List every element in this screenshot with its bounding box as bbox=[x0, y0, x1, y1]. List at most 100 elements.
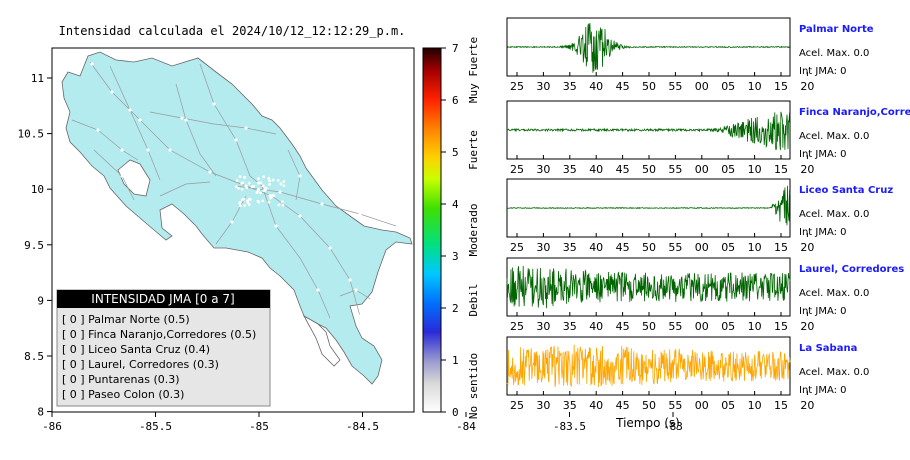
waveform-panel-3: 25 30 35 40 45 50 55 00 05 10 15 20 Liceo Santa Cruz… bbox=[506, 178, 893, 254]
city-marker bbox=[268, 183, 271, 186]
colorbar-tick-label: 0 bbox=[452, 406, 459, 419]
waveform-x-tick-label: 35 bbox=[563, 320, 577, 333]
city-marker bbox=[240, 198, 244, 202]
city-markers bbox=[90, 62, 374, 318]
gulf-inlet-water bbox=[117, 159, 151, 197]
waveform-x-tick-label: 10 bbox=[748, 320, 762, 333]
waveform-x-tick-label: 35 bbox=[563, 80, 577, 93]
city-marker bbox=[247, 181, 251, 185]
city-marker bbox=[234, 138, 238, 142]
waveform-panel-2: 25 30 35 40 45 50 55 00 05 10 15 20 Finca Naranjo,Co… bbox=[506, 100, 910, 176]
city-marker bbox=[258, 181, 261, 185]
city-marker bbox=[277, 203, 281, 207]
waveform-panel-4: 25 30 35 40 45 50 55 00 05 10 15 20 Laurel, Corredor… bbox=[506, 257, 904, 333]
waveform-x-tick-label: 00 bbox=[695, 399, 709, 412]
colorbar-label: No sentido bbox=[467, 353, 480, 419]
city-marker bbox=[281, 203, 285, 207]
city-marker bbox=[276, 178, 280, 182]
city-marker bbox=[257, 187, 260, 191]
station-name: Finca Naranjo,Corredores bbox=[799, 107, 910, 118]
map-y-tick-label: 9.5 bbox=[24, 239, 44, 252]
waveform-x-tick-label: 10 bbox=[748, 399, 762, 412]
colorbar-tick-label: 2 bbox=[452, 302, 459, 315]
city-marker bbox=[250, 185, 254, 189]
map-x-tick-label: -84.5 bbox=[346, 420, 379, 433]
city-marker bbox=[110, 90, 114, 94]
city-marker bbox=[146, 148, 150, 152]
city-marker bbox=[230, 220, 234, 224]
waveform-x-tick-label: 50 bbox=[642, 163, 656, 176]
waveform-x-tick-label: 05 bbox=[721, 163, 735, 176]
waveform-x-tick-label: 15 bbox=[774, 80, 788, 93]
waveform-x-tick-label: 05 bbox=[721, 241, 735, 254]
city-marker bbox=[240, 187, 244, 191]
map-axes: -86 -85.5 -85 -84.5 -84 -83.5 -831110.5109.598… bbox=[18, 72, 683, 433]
waveform-x-tick-label: 25 bbox=[510, 163, 524, 176]
waveform-x-tick-label: 30 bbox=[536, 399, 550, 412]
waveform-x-tick-label: 20 bbox=[800, 399, 814, 412]
waveform-x-tick-label: 35 bbox=[563, 399, 577, 412]
station-name: Laurel, Corredores bbox=[799, 264, 904, 275]
waveform-x-tick-label: 25 bbox=[510, 399, 524, 412]
waveform-panel-5: 25 30 35 40 45 50 55 00 05 10 15 20 La Sabana Acel. M… bbox=[506, 336, 869, 412]
map-x-tick-label: -83 bbox=[663, 420, 683, 433]
city-marker bbox=[261, 184, 265, 188]
city-marker bbox=[267, 176, 271, 180]
map-x-tick-label: -85 bbox=[249, 420, 269, 433]
city-marker bbox=[267, 200, 271, 204]
city-marker bbox=[120, 148, 124, 152]
legend-item: [ 0 ] Liceo Santa Cruz (0.4) bbox=[62, 343, 210, 356]
waveform-x-tick-label: 55 bbox=[668, 241, 682, 254]
station-accel: Acel. Max. 0.0 bbox=[799, 288, 869, 299]
station-accel: Acel. Max. 0.0 bbox=[799, 367, 869, 378]
legend-item: [ 0 ] Puntarenas (0.3) bbox=[62, 373, 180, 386]
station-name: Palmar Norte bbox=[799, 24, 874, 35]
waveform-x-tick-label: 00 bbox=[695, 163, 709, 176]
waveform-x-tick-label: 45 bbox=[616, 163, 630, 176]
waveform-x-tick-label: 20 bbox=[800, 320, 814, 333]
waveform-x-tick-label: 10 bbox=[748, 163, 762, 176]
waveform-x-tick-label: 30 bbox=[536, 320, 550, 333]
city-marker bbox=[269, 195, 273, 199]
station-name: Liceo Santa Cruz bbox=[799, 185, 893, 196]
colorbar-label: Muy Fuerte bbox=[467, 37, 480, 103]
waveform-x-tick-label: 10 bbox=[748, 80, 762, 93]
city-marker bbox=[271, 178, 275, 182]
city-marker bbox=[96, 128, 100, 132]
city-marker bbox=[168, 148, 172, 152]
city-marker bbox=[257, 177, 260, 181]
waveform-x-tick-label: 45 bbox=[616, 241, 630, 254]
waveform-x-tick-label: 55 bbox=[668, 80, 682, 93]
map-legend: INTENSIDAD JMA [0 a 7] [ 0 ] Palmar Nort… bbox=[56, 289, 271, 407]
map-y-tick-label: 10.5 bbox=[18, 128, 45, 141]
map-y-tick-label: 9 bbox=[37, 294, 44, 307]
waveform-x-tick-label: 40 bbox=[589, 320, 603, 333]
map-y-tick-label: 8 bbox=[37, 406, 44, 419]
colorbar-tick-label: 7 bbox=[452, 42, 459, 55]
city-marker bbox=[259, 191, 262, 195]
waveform-x-tick-label: 25 bbox=[510, 320, 524, 333]
waveform-trace bbox=[506, 185, 791, 226]
waveform-x-tick-label: 15 bbox=[774, 320, 788, 333]
colorbar-tick-label: 3 bbox=[452, 250, 459, 263]
city-marker bbox=[358, 212, 362, 216]
waveform-x-tick-label: 45 bbox=[616, 80, 630, 93]
station-accel: Acel. Max. 0.0 bbox=[799, 131, 869, 142]
costa-rica-landmass bbox=[61, 51, 413, 385]
waveform-x-tick-label: 00 bbox=[695, 80, 709, 93]
golfo-dulce-water bbox=[302, 314, 341, 367]
waveform-panels: 25 30 35 40 45 50 55 00 05 10 15 20 Palmar Norte Acel… bbox=[506, 17, 910, 412]
waveform-x-tick-label: 05 bbox=[721, 399, 735, 412]
city-marker bbox=[246, 199, 249, 203]
city-marker bbox=[316, 288, 320, 292]
colorbar-tick-label: 5 bbox=[452, 146, 459, 159]
waveform-x-tick-label: 55 bbox=[668, 320, 682, 333]
station-intensity: Int JMA: 0 bbox=[799, 385, 847, 396]
map-area bbox=[61, 51, 413, 385]
map-y-tick-label: 10 bbox=[31, 183, 44, 196]
legend-item: [ 0 ] Palmar Norte (0.5) bbox=[62, 313, 190, 326]
waveform-x-tick-label: 40 bbox=[589, 80, 603, 93]
waveform-x-tick-label: 45 bbox=[616, 320, 630, 333]
waveform-x-tick-label: 40 bbox=[589, 241, 603, 254]
map-y-tick-label: 11 bbox=[31, 72, 44, 85]
